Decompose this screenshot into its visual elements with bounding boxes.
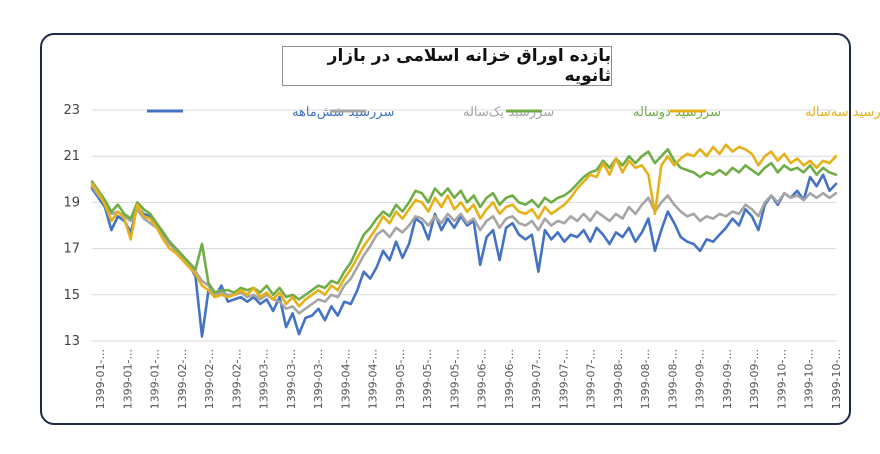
series-line-2: [90, 148, 838, 301]
x-tick-label: 1399-10-...: [803, 349, 816, 409]
x-tick-label: 1399-04-...: [367, 349, 380, 409]
chart-title: بازده اوراق خزانه اسلامی در بازار ثانویه: [282, 46, 612, 86]
x-tick-label: 1399-09-...: [748, 349, 761, 409]
x-tick-label: 1399-01-...: [94, 349, 107, 409]
x-tick-label: 1399-03-...: [285, 349, 298, 409]
x-tick-label: 1399-02-...: [203, 349, 216, 409]
y-tick-label: 13: [63, 334, 80, 349]
x-tick-label: 1399-07-...: [585, 349, 598, 409]
y-tick-label: 23: [63, 103, 80, 118]
x-tick-label: 1399-01-...: [149, 349, 162, 409]
x-tick-label: 1399-05-...: [394, 349, 407, 409]
x-tick-label: 1399-01-...: [121, 349, 134, 409]
x-tick-label: 1399-04-...: [339, 349, 352, 409]
x-tick-label: 1399-08-...: [639, 349, 652, 409]
y-tick-label: 15: [63, 288, 80, 303]
y-tick-label: 21: [63, 149, 80, 164]
x-tick-label: 1399-10-...: [830, 349, 843, 409]
x-tick-label: 1399-05-...: [421, 349, 434, 409]
series-line-1: [90, 184, 838, 315]
x-tick-label: 1399-02-...: [176, 349, 189, 409]
series-line-3: [90, 143, 838, 308]
x-tick-label: 1399-08-...: [612, 349, 625, 409]
x-tick-label: 1399-09-...: [694, 349, 707, 409]
x-tick-label: 1399-07-...: [530, 349, 543, 409]
legend-label-3: سررسید سه‌ساله: [805, 105, 880, 120]
y-tick-label: 19: [63, 195, 80, 210]
x-tick-label: 1399-06-...: [503, 349, 516, 409]
x-tick-label: 1399-03-...: [312, 349, 325, 409]
y-tick-label: 17: [63, 242, 80, 257]
x-tick-label: 1399-05-...: [448, 349, 461, 409]
chart-frame: [40, 33, 851, 425]
x-tick-label: 1399-02-...: [230, 349, 243, 409]
x-tick-label: 1399-08-...: [666, 349, 679, 409]
x-tick-label: 1399-09-...: [721, 349, 734, 409]
x-tick-label: 1399-03-...: [258, 349, 271, 409]
x-tick-label: 1399-10-...: [775, 349, 788, 409]
x-tick-label: 1399-07-...: [557, 349, 570, 409]
x-tick-label: 1399-06-...: [476, 349, 489, 409]
